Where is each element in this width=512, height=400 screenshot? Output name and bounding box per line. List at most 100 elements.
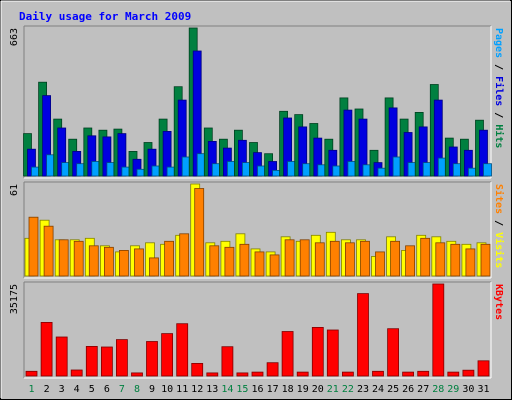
bar-kbytes-day-31 [477, 360, 490, 377]
bar-sites-day-2 [43, 225, 54, 277]
bar-sites-day-7 [119, 249, 129, 277]
bar-kbytes-day-19 [296, 371, 309, 377]
legend-entry: / [493, 106, 504, 124]
bar-sites-day-8 [134, 248, 144, 277]
bar-sites-day-29 [450, 243, 461, 277]
legend-entry: Visits [493, 232, 505, 268]
bar-sites-day-18 [284, 239, 295, 277]
bar-sites-day-13 [209, 245, 220, 277]
x-tick-label: 19 [297, 384, 309, 395]
bar-kbytes-day-6 [101, 346, 113, 377]
x-tick-label: 28 [432, 384, 444, 395]
x-tick-label: 30 [462, 384, 474, 395]
bar-kbytes-day-11 [176, 323, 189, 377]
bar-kbytes-day-12 [191, 362, 204, 377]
legend-entry: / [493, 58, 504, 76]
bar-sites-day-17 [269, 254, 280, 277]
bar-sites-day-28 [435, 242, 446, 277]
panel-top: 663 Pages / Files / Hits [9, 25, 505, 179]
x-tick-label: 7 [119, 384, 125, 395]
x-tick-label: 16 [251, 384, 263, 395]
bar-sites-day-11 [179, 233, 190, 277]
x-tick-label: 11 [176, 384, 188, 395]
bar-kbytes-day-13 [206, 372, 219, 377]
bar-sites-day-19 [299, 239, 310, 277]
bar-sites-day-5 [88, 245, 99, 277]
bar-kbytes-day-1 [25, 370, 38, 377]
bar-sites-day-30 [465, 248, 476, 277]
legend-entry: / [493, 214, 504, 232]
bar-sites-day-20 [314, 242, 325, 277]
bar-kbytes-day-23 [357, 293, 369, 377]
side-legend: Pages / Files / Hits [493, 28, 505, 148]
bar-sites-day-10 [164, 240, 175, 277]
chart-title: Daily usage for March 2009 [19, 10, 191, 23]
bar-sites-day-9 [149, 257, 159, 277]
legend-entry: Pages [493, 28, 504, 58]
x-tick-label: 14 [221, 384, 233, 395]
x-tick-label: 23 [357, 384, 369, 395]
legend-entry: Hits [493, 124, 505, 148]
bar-sites-day-14 [224, 246, 235, 277]
side-legend: KBytes [493, 284, 504, 320]
bar-kbytes-day-8 [131, 372, 143, 377]
x-tick-label: 5 [89, 384, 95, 395]
bar-kbytes-day-22 [341, 371, 354, 377]
bar-kbytes-day-26 [402, 371, 415, 377]
x-tick-label: 12 [191, 384, 203, 395]
bar-sites-day-4 [73, 240, 84, 277]
bar-kbytes-day-9 [146, 341, 158, 377]
x-tick-label: 3 [59, 384, 65, 395]
y-max-label: 35175 [9, 284, 20, 314]
x-tick-label: 15 [236, 384, 248, 395]
bar-kbytes-day-28 [432, 283, 445, 377]
bar-kbytes-day-14 [221, 346, 234, 377]
x-tick-label: 18 [282, 384, 294, 395]
x-tick-label: 22 [342, 384, 354, 395]
bar-sites-day-1 [28, 216, 39, 277]
bar-sites-day-15 [239, 243, 250, 277]
legend-entry: KBytes [493, 284, 504, 320]
x-tick-label: 25 [387, 384, 399, 395]
bar-kbytes-day-29 [447, 371, 460, 377]
bar-kbytes-day-21 [326, 329, 339, 377]
x-tick-label: 29 [447, 384, 459, 395]
bar-kbytes-day-30 [462, 369, 475, 377]
bar-kbytes-day-25 [387, 328, 400, 377]
x-tick-label: 10 [161, 384, 173, 395]
bar-sites-day-16 [254, 251, 265, 277]
bar-sites-day-6 [104, 246, 114, 277]
x-tick-label: 4 [74, 384, 80, 395]
legend-entry: Files [493, 76, 505, 106]
x-tick-label: 1 [28, 384, 34, 395]
x-tick-label: 27 [417, 384, 429, 395]
bar-sites-day-3 [58, 239, 69, 277]
bar-sites-day-24 [375, 251, 385, 277]
side-legend: Sites / Visits [493, 184, 505, 268]
bar-kbytes-day-4 [70, 369, 83, 377]
bar-pages-day-31 [483, 163, 492, 177]
x-tick-label: 13 [206, 384, 218, 395]
bar-kbytes-day-15 [236, 372, 249, 377]
x-tick-label: 21 [327, 384, 339, 395]
bar-sites-day-22 [344, 242, 355, 277]
bar-kbytes-day-7 [116, 339, 128, 377]
x-tick-label: 31 [477, 384, 489, 395]
panel-bottom: 35175 KBytes [9, 281, 504, 379]
y-max-label: 663 [9, 28, 20, 46]
legend-entry: Sites [493, 184, 505, 214]
x-tick-label: 9 [149, 384, 155, 395]
bar-kbytes-day-17 [266, 362, 279, 377]
x-tick-label: 6 [104, 384, 110, 395]
chart-panels: 663 Pages / Files / Hits 61 Sites / Visits 3… [9, 25, 505, 379]
bar-kbytes-day-16 [251, 371, 264, 377]
bar-sites-day-23 [360, 240, 370, 277]
x-tick-label: 8 [134, 384, 140, 395]
bar-sites-day-27 [420, 237, 431, 277]
x-tick-label: 17 [267, 384, 279, 395]
bar-kbytes-day-24 [372, 370, 384, 377]
bar-sites-day-21 [329, 240, 340, 277]
bar-kbytes-day-5 [85, 345, 98, 377]
bar-sites-day-12 [194, 188, 205, 277]
bar-kbytes-day-3 [55, 336, 68, 377]
